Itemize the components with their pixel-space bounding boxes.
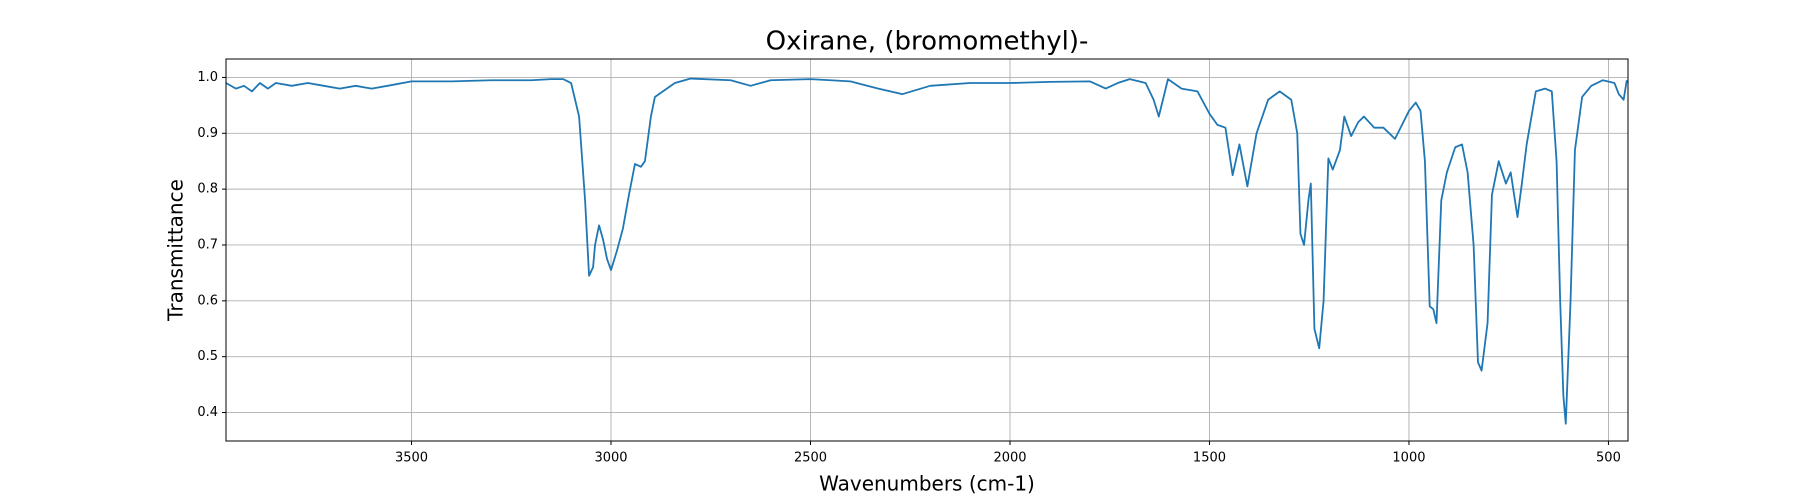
x-tick-label: 3500 (395, 451, 428, 466)
chart-title: Oxirane, (bromomethyl)- (766, 27, 1089, 57)
y-tick-label: 0.9 (197, 126, 218, 141)
y-tick-label: 0.7 (197, 237, 218, 252)
x-tick-label: 1500 (1193, 451, 1226, 466)
x-tick-label: 500 (1596, 451, 1621, 466)
spectrum-line (225, 77, 1628, 425)
plot-frame (225, 58, 1629, 442)
y-axis-label: Transmittance (164, 179, 188, 322)
x-tick-label: 2500 (794, 451, 827, 466)
x-tick-label: 1000 (1392, 451, 1425, 466)
y-tick-label: 1.0 (197, 70, 218, 85)
y-tick-label: 0.6 (197, 293, 218, 308)
x-tick-label: 3000 (594, 451, 627, 466)
y-tick-label: 0.4 (197, 405, 218, 420)
y-tick-label: 0.8 (197, 182, 218, 197)
x-tick-label: 2000 (993, 451, 1026, 466)
x-axis-label: Wavenumbers (cm-1) (819, 472, 1035, 496)
y-tick-label: 0.5 (197, 349, 218, 364)
